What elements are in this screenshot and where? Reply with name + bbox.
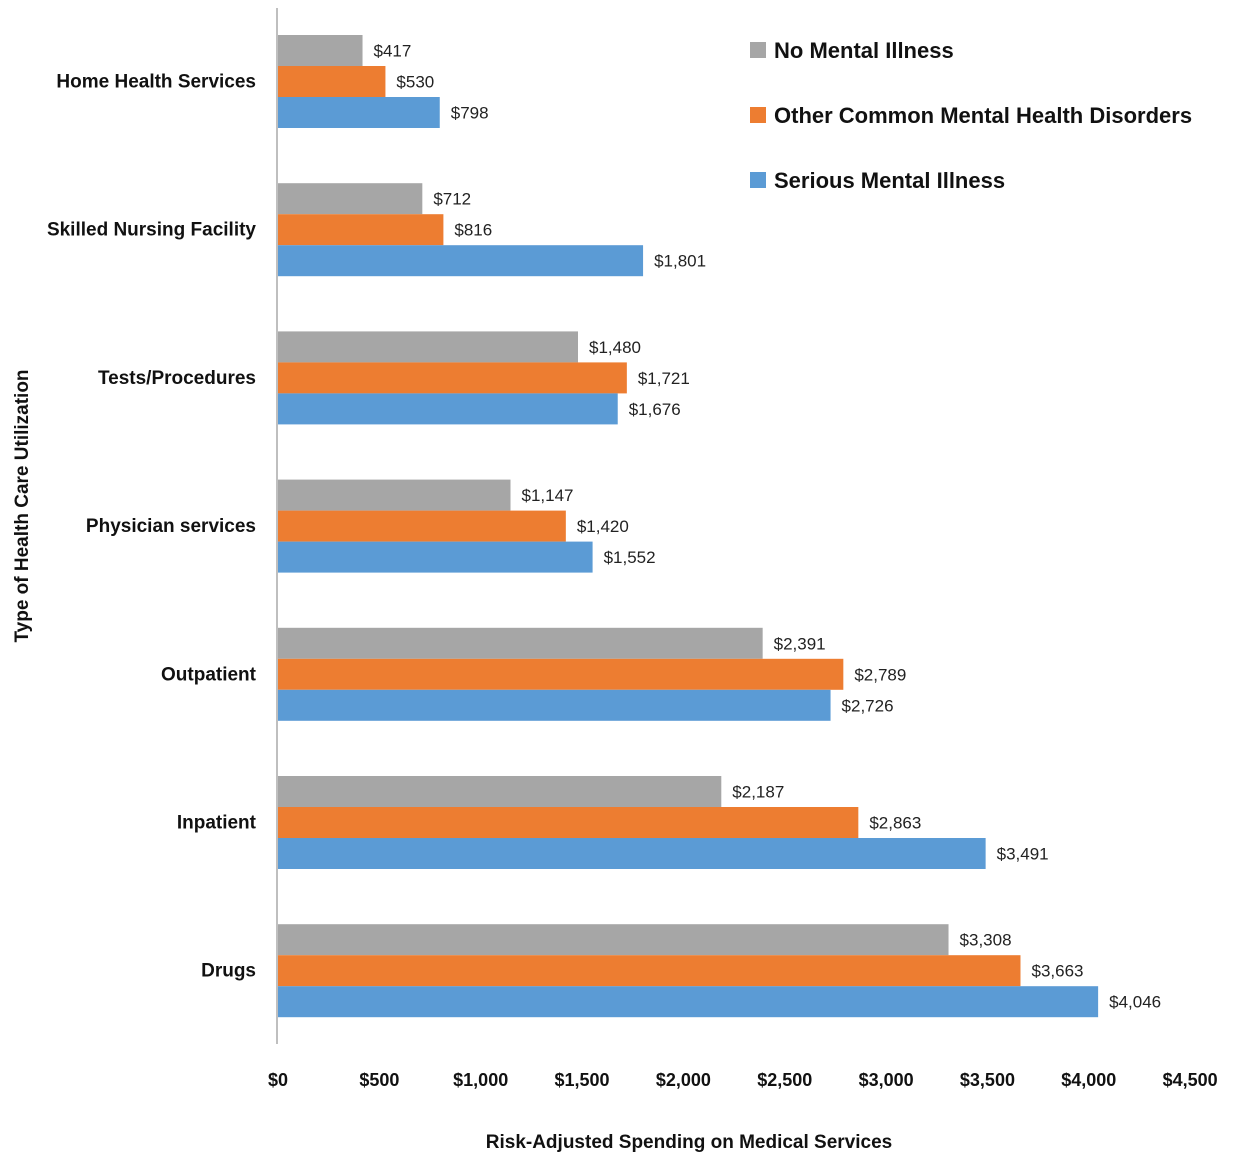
bar: [278, 510, 566, 542]
bar: [278, 541, 593, 573]
data-label: $1,721: [638, 369, 690, 388]
y-axis-title: Type of Health Care Utilization: [12, 369, 33, 642]
data-label: $2,187: [732, 783, 784, 802]
data-label: $798: [451, 104, 489, 123]
legend: No Mental Illness Other Common Mental Hea…: [750, 38, 1192, 193]
data-label: $2,391: [774, 634, 826, 653]
data-label: $712: [433, 190, 471, 209]
data-label: $1,552: [604, 548, 656, 567]
data-label: $1,676: [629, 400, 681, 419]
bar: [278, 807, 859, 838]
data-label: $816: [454, 221, 492, 240]
data-label: $3,663: [1031, 962, 1083, 981]
data-label: $417: [374, 42, 412, 61]
x-tick-label: $0: [268, 1070, 288, 1090]
data-label: $2,726: [842, 696, 894, 715]
bar: [278, 35, 363, 66]
category-labels-layer: Home Health Services Skilled Nursing Faci…: [47, 72, 257, 982]
bars-layer: [278, 35, 1099, 1018]
bar: [278, 183, 423, 215]
category-label: Outpatient: [161, 664, 257, 685]
x-tick-label: $500: [359, 1070, 399, 1090]
x-tick-label: $2,500: [757, 1070, 812, 1090]
category-label: Home Health Services: [56, 72, 256, 93]
bar: [278, 955, 1021, 987]
x-axis-title: Risk-Adjusted Spending on Medical Servic…: [486, 1132, 893, 1153]
bar: [278, 986, 1099, 1018]
bar: [278, 362, 627, 394]
bar: [278, 214, 444, 246]
data-label: $1,480: [589, 338, 641, 357]
bar: [278, 97, 440, 128]
legend-label: Other Common Mental Health Disorders: [774, 103, 1192, 128]
x-tick-label: $4,500: [1163, 1070, 1218, 1090]
data-label: $3,308: [960, 931, 1012, 950]
bar: [278, 393, 618, 425]
bar: [278, 245, 644, 277]
data-label: $1,420: [577, 517, 629, 536]
legend-swatch: [750, 42, 766, 58]
bar: [278, 658, 844, 690]
data-label: $2,863: [869, 814, 921, 833]
category-label: Physician services: [86, 516, 256, 537]
x-tick-label: $2,000: [656, 1070, 711, 1090]
bar: [278, 66, 386, 97]
bar: [278, 331, 578, 363]
data-label: $3,491: [997, 845, 1049, 864]
x-tick-label: $1,000: [453, 1070, 508, 1090]
category-label: Drugs: [201, 961, 256, 982]
category-label: Tests/Procedures: [98, 368, 256, 389]
legend-swatch: [750, 172, 766, 188]
legend-label: No Mental Illness: [774, 38, 954, 63]
bar: [278, 776, 722, 807]
x-tick-label: $3,000: [859, 1070, 914, 1090]
legend-swatch: [750, 107, 766, 123]
bar: [278, 838, 986, 869]
bar: [278, 479, 511, 511]
x-tick-label: $4,000: [1061, 1070, 1116, 1090]
bar: [278, 627, 763, 659]
category-label: Skilled Nursing Facility: [47, 220, 256, 241]
legend-label: Serious Mental Illness: [774, 168, 1005, 193]
bar: [278, 689, 831, 721]
data-label: $1,801: [654, 252, 706, 271]
x-tick-label: $3,500: [960, 1070, 1015, 1090]
category-label: Inpatient: [177, 813, 257, 834]
data-label: $1,147: [521, 486, 573, 505]
data-labels-layer: $417 $530 $798 $712 $816 $1,801 $1,480 $1,721 $1…: [374, 42, 1162, 1012]
data-label: $2,789: [854, 665, 906, 684]
x-tick-labels-layer: $0 $500 $1,000 $1,500 $2,000 $2,500 $3,000 $3,5…: [268, 1070, 1218, 1090]
data-label: $4,046: [1109, 993, 1161, 1012]
data-label: $530: [396, 73, 434, 92]
x-tick-label: $1,500: [555, 1070, 610, 1090]
bar: [278, 924, 949, 956]
